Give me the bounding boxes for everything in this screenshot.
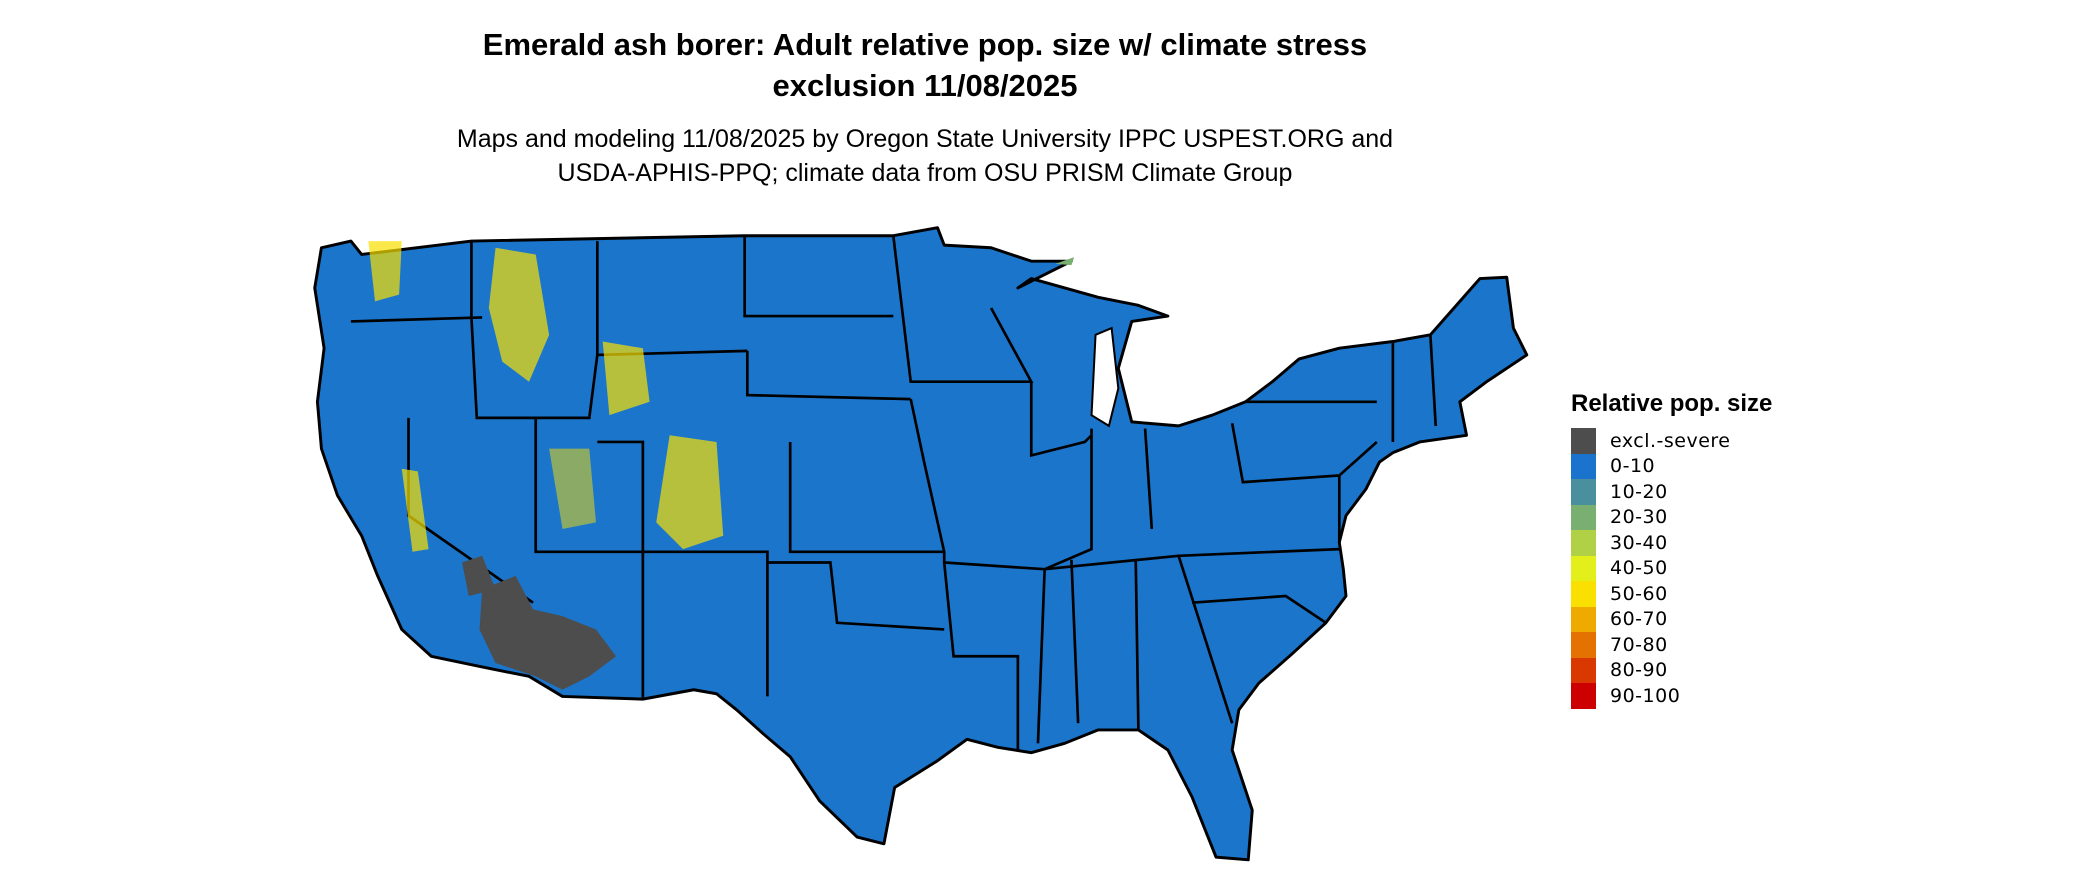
legend: Relative pop. size excl.-severe 0-10 10-20… bbox=[1571, 390, 1772, 709]
lake-superior-island bbox=[1055, 257, 1075, 266]
legend-swatch bbox=[1571, 453, 1596, 479]
legend-swatch bbox=[1571, 479, 1596, 505]
legend-swatch bbox=[1571, 428, 1596, 454]
legend-item: 80-90 bbox=[1571, 657, 1772, 683]
legend-label: 40-50 bbox=[1610, 557, 1668, 580]
legend-label: 30-40 bbox=[1610, 531, 1668, 554]
legend-item: 10-20 bbox=[1571, 479, 1772, 505]
legend-swatch bbox=[1571, 606, 1596, 632]
legend-swatch bbox=[1571, 581, 1596, 607]
legend-label: 70-80 bbox=[1610, 633, 1668, 656]
legend-label: 0-10 bbox=[1610, 455, 1656, 478]
legend-swatch bbox=[1571, 504, 1596, 530]
legend-label: 20-30 bbox=[1610, 506, 1668, 529]
legend-item: 50-60 bbox=[1571, 581, 1772, 607]
state-borders bbox=[350, 235, 1438, 751]
legend-label: 50-60 bbox=[1610, 582, 1668, 605]
legend-item: 60-70 bbox=[1571, 606, 1772, 632]
legend-swatch bbox=[1571, 555, 1596, 581]
legend-swatch bbox=[1571, 657, 1596, 683]
legend-label: excl.-severe bbox=[1610, 429, 1731, 452]
map-subtitle-line1: Maps and modeling 11/08/2025 by Oregon S… bbox=[456, 125, 1394, 153]
legend-label: 90-100 bbox=[1610, 684, 1681, 707]
legend-title: Relative pop. size bbox=[1571, 390, 1773, 417]
legend-item: 30-40 bbox=[1571, 530, 1772, 556]
legend-swatch bbox=[1571, 530, 1596, 556]
legend-item: excl.-severe bbox=[1571, 428, 1772, 454]
legend-swatch bbox=[1571, 683, 1596, 709]
legend-item: 90-100 bbox=[1571, 683, 1772, 709]
legend-item: 0-10 bbox=[1571, 453, 1772, 479]
legend-swatch bbox=[1571, 632, 1596, 658]
legend-item: 40-50 bbox=[1571, 555, 1772, 581]
map-subtitle-line2: USDA-APHIS-PPQ; climate data from OSU PR… bbox=[557, 159, 1293, 187]
exclusion-area bbox=[462, 555, 617, 690]
legend-item: 20-30 bbox=[1571, 504, 1772, 530]
legend-label: 60-70 bbox=[1610, 608, 1668, 631]
lake-michigan bbox=[1090, 326, 1120, 428]
legend-label: 80-90 bbox=[1610, 659, 1668, 682]
legend-label: 10-20 bbox=[1610, 480, 1668, 503]
map-title-line1: Emerald ash borer: Adult relative pop. s… bbox=[482, 27, 1368, 62]
high-suitability-specks bbox=[368, 241, 724, 552]
map-title-line2: exclusion 11/08/2025 bbox=[772, 68, 1078, 103]
legend-item: 70-80 bbox=[1571, 632, 1772, 658]
